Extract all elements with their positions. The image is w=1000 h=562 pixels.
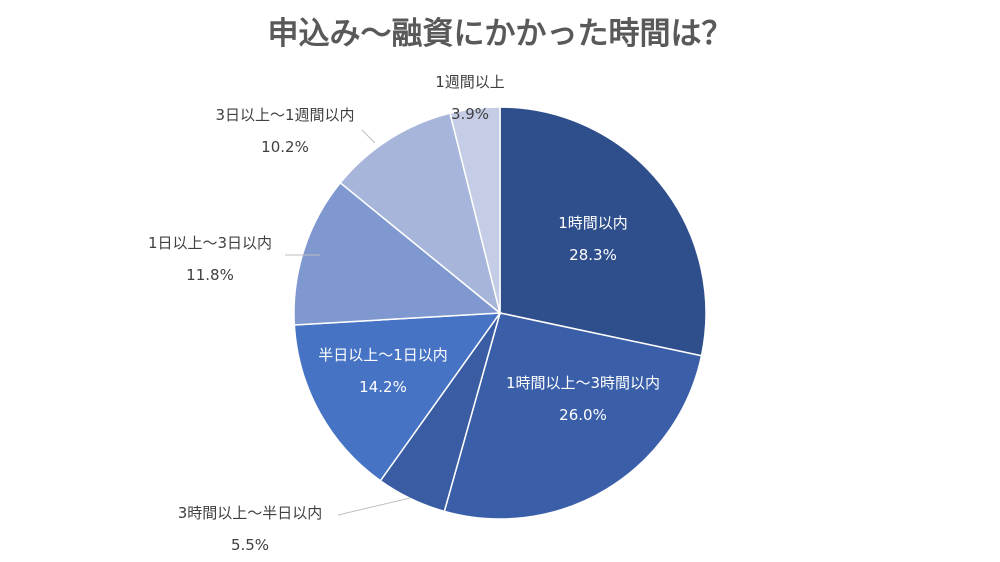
pie-slice-2 [443, 312, 703, 520]
slice-category-label-6: 3日以上～1週間以内 [215, 106, 354, 124]
slice-category-label-3: 3時間以上～半日以内 [178, 504, 323, 522]
slice-value-label-6: 10.2% [261, 138, 309, 156]
slice-value-label-7: 3.9% [451, 105, 489, 123]
chart-title: 申込み～融資にかかった時間は？ [268, 16, 733, 52]
leader-lines [285, 129, 411, 516]
slice-category-label-4: 半日以上～1日以内 [318, 346, 448, 364]
slice-labels: 1時間以内 28.3% 1時間以上～3時間以内 26.0% 3時間以上～半日以内 5.5%… [148, 73, 660, 554]
pie-slice-7 [449, 106, 501, 314]
slice-category-label-2: 1時間以上～3時間以内 [506, 374, 660, 392]
slice-category-label-5: 1日以上～3日以内 [148, 234, 272, 252]
slice-value-label-2: 26.0% [559, 406, 607, 424]
slice-value-label-5: 11.8% [186, 266, 234, 284]
slice-value-label-4: 14.2% [359, 378, 407, 396]
leader-line-3 [337, 497, 411, 516]
slice-category-label-1: 1時間以内 [558, 214, 628, 232]
slice-category-label-7: 1週間以上 [435, 73, 505, 91]
pie-slice-5 [293, 181, 502, 326]
pie-slices [293, 106, 707, 520]
leader-line-6 [361, 129, 376, 144]
slice-value-label-3: 5.5% [231, 536, 269, 554]
pie-slice-4 [293, 312, 502, 482]
slice-value-label-1: 28.3% [569, 246, 617, 264]
pie-slice-6 [339, 112, 502, 316]
pie-slice-1 [499, 106, 707, 357]
